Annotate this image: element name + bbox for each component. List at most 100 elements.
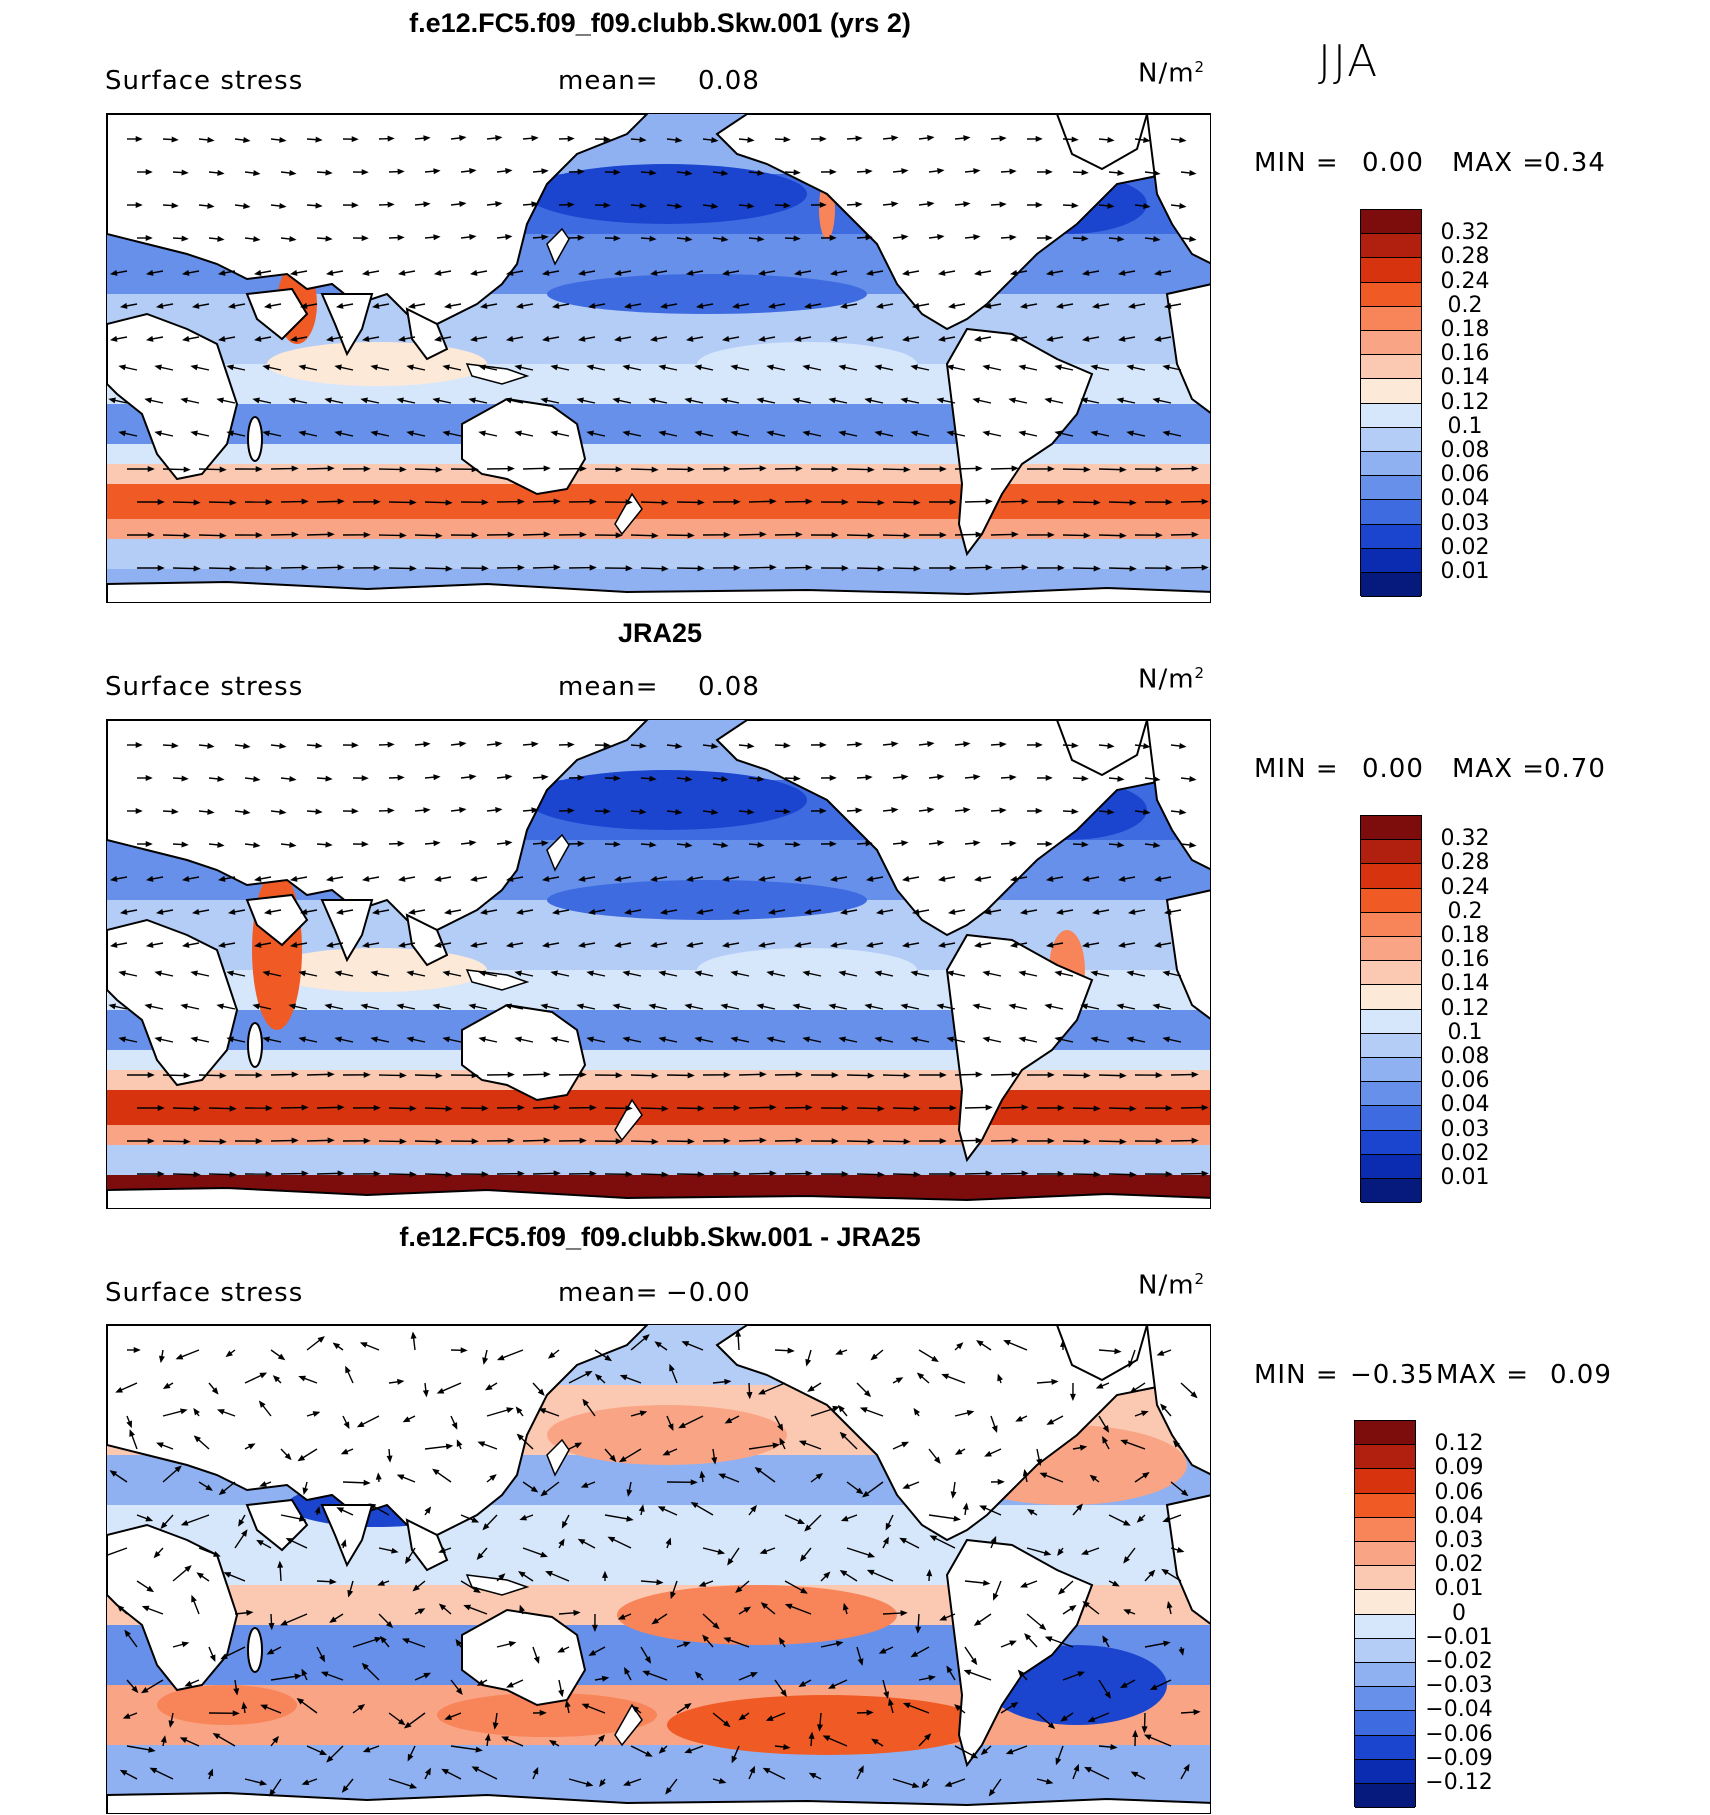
wind-vector-head: [1009, 234, 1017, 241]
wind-vector-head: [373, 564, 381, 571]
wind-vector-head: [622, 364, 630, 371]
colorbar-swatch: [1361, 573, 1421, 598]
wind-vector-head: [289, 875, 298, 882]
colorbar-swatch: [1361, 403, 1421, 428]
wind-vector-head: [946, 430, 954, 437]
wind-vector-head: [225, 1350, 233, 1358]
land-arabia: [245, 893, 309, 947]
wind-vector-head: [1114, 1348, 1122, 1355]
wind-vector-head: [259, 1779, 268, 1786]
wind-vector-head: [1179, 136, 1187, 143]
wind-vector-head: [319, 1749, 328, 1756]
wind-vector-head: [1073, 1763, 1080, 1772]
colorbar-swatch: [1355, 1759, 1415, 1784]
wind-vector-head: [196, 1572, 204, 1579]
wind-vector-head: [577, 875, 586, 882]
wind-vector-head: [1120, 1439, 1128, 1446]
wind-vector-head: [441, 1768, 449, 1775]
wind-vector-head: [1117, 775, 1125, 782]
wind-vector-head: [131, 1685, 139, 1694]
wind-vector-head: [649, 875, 658, 882]
wind-vector-head: [445, 1443, 454, 1450]
wind-vector-head: [937, 839, 945, 846]
wind-vector-head: [145, 234, 153, 242]
wind-vector-head: [181, 269, 190, 276]
wind-vector-head: [697, 1105, 705, 1112]
wind-vector-head: [649, 335, 658, 342]
wind-vector-head: [900, 1003, 908, 1010]
wind-vector-head: [973, 335, 982, 342]
wind-vector-head: [787, 1347, 795, 1354]
wind-vector-head: [1181, 1489, 1189, 1497]
wind-vector-head: [900, 397, 908, 404]
mean-label: mean=: [558, 66, 659, 96]
wind-vector-head: [1162, 1036, 1170, 1043]
wind-vector-head: [855, 135, 863, 142]
wind-vector-head: [731, 1755, 738, 1764]
wind-vector-head: [1024, 1633, 1032, 1641]
max-label: MAX =: [1452, 754, 1546, 784]
wind-vector-head: [269, 1789, 276, 1797]
wind-vector-head: [1011, 1137, 1019, 1144]
wind-vector-head: [1176, 1547, 1185, 1553]
wind-vector-head: [638, 1504, 645, 1512]
wind-vector-head: [651, 1072, 659, 1079]
units-label: N/m2: [1138, 58, 1206, 89]
wind-vector-head: [298, 1515, 307, 1522]
wind-vector-head: [1201, 498, 1209, 505]
colorbar-swatch: [1355, 1445, 1415, 1470]
wind-vector-head: [911, 1782, 920, 1788]
wind-vector-head: [1045, 774, 1053, 781]
wind-vector-head: [1045, 941, 1054, 948]
wind-vector-head: [623, 908, 632, 915]
wind-vector-head: [171, 742, 179, 749]
wind-vector-head: [1018, 970, 1026, 977]
wind-vector-head: [482, 1523, 490, 1531]
colorbar-swatch: [1361, 840, 1421, 865]
wind-vector-head: [539, 1709, 547, 1716]
wind-vector-head: [516, 1433, 524, 1441]
colorbar-swatch: [1361, 500, 1421, 525]
wind-vector-head: [730, 364, 738, 371]
wind-vector-head: [351, 136, 359, 143]
wind-vector-head: [690, 1501, 699, 1509]
wind-vector-head: [1126, 970, 1134, 977]
land-japan: [546, 1438, 570, 1477]
wind-vector-head: [766, 1036, 774, 1043]
wind-vector-head: [1189, 775, 1197, 782]
colorbar-swatch: [1361, 937, 1421, 962]
wind-vector-head: [778, 1637, 786, 1645]
wind-vector-head: [424, 1767, 431, 1776]
wind-vector-head: [442, 1036, 450, 1043]
wind-vector-head: [567, 807, 575, 814]
wind-vector-head: [540, 1489, 548, 1497]
colorbar-swatch: [1355, 1663, 1415, 1688]
wind-vector-head: [598, 1734, 605, 1742]
wind-vector-head: [205, 1484, 213, 1491]
mean-label: mean=: [558, 1278, 659, 1308]
wind-vector-head: [168, 1720, 175, 1728]
wind-vector-head: [757, 335, 766, 342]
wind-vector-head: [181, 235, 189, 242]
wind-vector-head: [370, 970, 378, 977]
colorbar-swatch: [1361, 476, 1421, 501]
wind-vector-head: [1022, 1468, 1029, 1477]
wind-vector-head: [767, 302, 776, 309]
wind-vector-head: [291, 1137, 299, 1144]
wind-vector-head: [145, 269, 154, 276]
wind-vector-head: [891, 807, 899, 814]
wind-vector-head: [550, 364, 558, 371]
wind-vector-head: [471, 1766, 480, 1773]
wind-vector-head: [1117, 875, 1126, 882]
wind-vector-head: [829, 269, 838, 276]
wind-vector-head: [902, 1483, 911, 1489]
colorbar-tick-label: 0.32: [1440, 826, 1490, 852]
wind-vector-head: [171, 808, 179, 815]
wind-vector-head: [885, 1522, 892, 1531]
wind-vector-head: [822, 1735, 831, 1742]
wind-vector-head: [867, 1138, 875, 1145]
colorbar-tick-label: 0.02: [1440, 534, 1490, 560]
wind-vector-head: [540, 397, 548, 404]
wind-vector-head: [859, 1407, 868, 1413]
contour-blob: [667, 1695, 987, 1755]
